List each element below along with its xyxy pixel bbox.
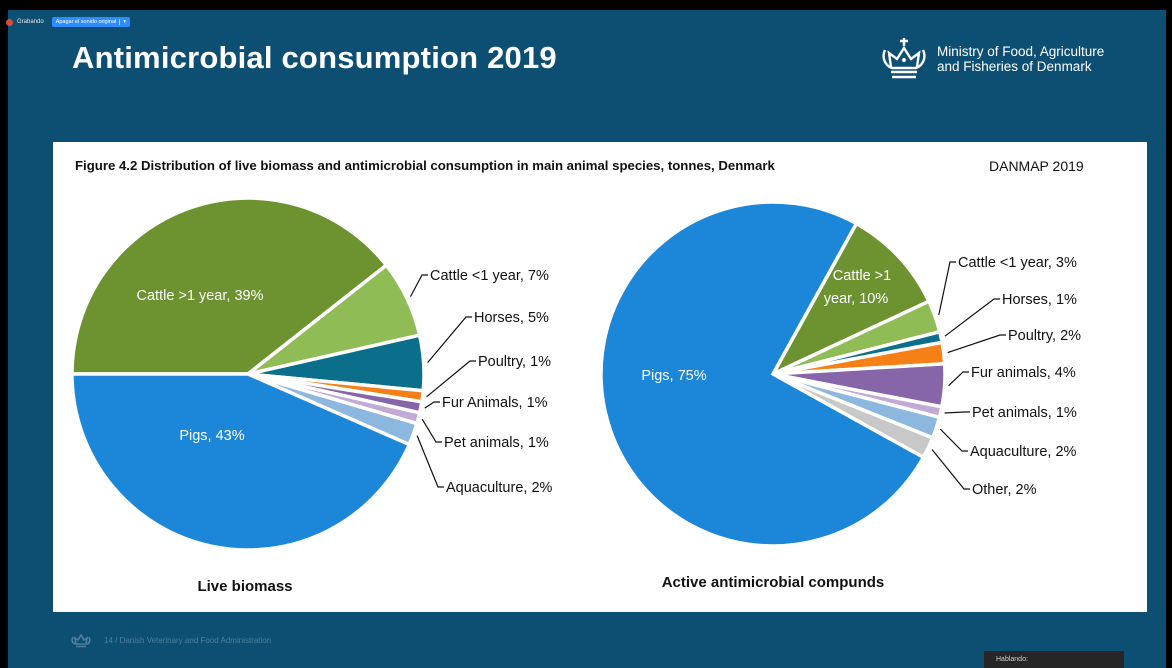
- recording-dot-icon: [6, 18, 13, 26]
- slice-label-other: Other, 2%: [972, 482, 1037, 498]
- slice-label-pigs: Pigs, 43%: [179, 428, 244, 444]
- figure-title: Figure 4.2 Distribution of live biomass …: [75, 158, 775, 173]
- slice-label-poultry: Poultry, 1%: [478, 354, 551, 370]
- slide-title: Antimicrobial consumption 2019: [72, 40, 557, 75]
- leader-line-horses: [427, 316, 472, 363]
- pie-slice-pigs: [599, 200, 926, 548]
- slice-label-aquaculture: Aquaculture, 2%: [970, 444, 1077, 460]
- footer-text: 14 / Danish Veterinary and Food Administ…: [104, 635, 272, 645]
- mute-button-label: Apagar el sonido original: [55, 19, 117, 25]
- slice-label-fur-animals: Fur Animals, 1%: [442, 395, 548, 411]
- leader-line-pet-animals: [944, 411, 970, 414]
- ministry-line-2: and Fisheries of Denmark: [937, 59, 1092, 74]
- slice-label-cattle-1-year-line2: year, 10%: [824, 291, 889, 307]
- slice-label-poultry: Poultry, 2%: [1008, 328, 1081, 344]
- crown-icon: [882, 38, 926, 79]
- leader-line-cattle-1-year: [409, 274, 428, 297]
- slice-label-fur-animals: Fur animals, 4%: [971, 365, 1076, 381]
- slice-label-cattle-1-year: Cattle <1 year, 3%: [958, 255, 1077, 271]
- pie-slice-cattle-1-year: [70, 196, 389, 376]
- pie-slice-pigs: [70, 372, 412, 552]
- speaking-label: Hablando:: [996, 656, 1028, 663]
- leader-line-aquaculture: [939, 428, 968, 452]
- ministry-line-1: Ministry of Food, Agriculture: [937, 44, 1105, 59]
- pie-chart-live-biomass: Cattle >1 year, 39% Cattle <1 year, 7% Hor…: [70, 196, 553, 595]
- leader-line-fur-animals: [424, 401, 440, 409]
- slice-label-horses: Horses, 5%: [474, 310, 549, 326]
- ministry-logo: Ministry of Food, Agriculture and Fisher…: [879, 36, 1104, 82]
- slice-label-pet-animals: Pet animals, 1%: [972, 405, 1077, 421]
- slice-label-pet-animals: Pet animals, 1%: [444, 435, 549, 451]
- leader-line-poultry: [426, 360, 476, 398]
- chart-title-active-antimicrobial-compunds: Active antimicrobial compunds: [662, 574, 885, 591]
- leader-line-aquaculture: [416, 435, 444, 488]
- leader-line-pet-animals: [421, 418, 442, 443]
- speaking-indicator: Hablando:: [984, 651, 1124, 668]
- chevron-down-icon[interactable]: ▾: [119, 19, 126, 25]
- slice-label-cattle-1-year: Cattle <1 year, 7%: [430, 268, 549, 284]
- crown-footer-icon: [71, 633, 91, 648]
- leader-line-other: [931, 449, 970, 490]
- slice-label-aquaculture: Aquaculture, 2%: [446, 480, 553, 496]
- slice-label-horses: Horses, 1%: [1002, 292, 1077, 308]
- pie-slice-cattle-1-year: [768, 221, 932, 378]
- slice-label-cattle-1-year: Cattle >1 year, 39%: [137, 288, 264, 304]
- mute-original-audio-button[interactable]: Apagar el sonido original ▾: [51, 17, 130, 27]
- recording-status: Grabando: [17, 19, 44, 25]
- slice-label-pigs: Pigs, 75%: [641, 368, 706, 384]
- ministry-name: Ministry of Food, Agriculture and Fisher…: [937, 44, 1104, 74]
- leader-line-cattle-1-year: [938, 261, 956, 316]
- recording-bar: Grabando Apagar el sonido original ▾: [6, 15, 130, 29]
- slide-footer: 14 / Danish Veterinary and Food Administ…: [70, 632, 271, 648]
- slice-label-cattle-1-year-line1: Cattle >1: [833, 268, 891, 284]
- leader-line-fur-animals: [948, 371, 969, 387]
- chart-title-live-biomass: Live biomass: [197, 578, 292, 595]
- figure-source: DANMAP 2019: [989, 158, 1084, 174]
- leader-line-horses: [944, 298, 1000, 337]
- pie-chart-active-antimicrobial-compunds: Cattle >1 year, 10% Cattle <1 year, 3% Hors…: [599, 200, 1081, 591]
- leader-line-poultry: [947, 334, 1006, 354]
